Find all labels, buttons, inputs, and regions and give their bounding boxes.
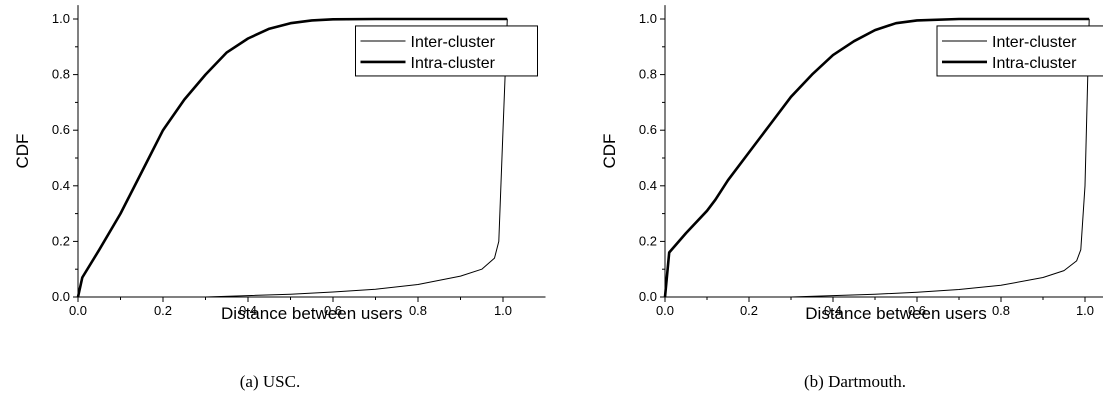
chart-b-y-tick-label: 0.2 xyxy=(639,233,657,248)
chart-a-y-tick-label: 0.4 xyxy=(52,178,70,193)
chart-a-y-axis-title: CDF xyxy=(13,134,32,169)
chart-b-y-tick-label: 1.0 xyxy=(639,11,657,26)
chart-a-x-tick-label: 0.8 xyxy=(409,303,427,318)
chart-a-legend xyxy=(355,25,538,77)
chart-a: 0.0 0.2 0.4 0.6 0.8 1.0 0.0 0.2 0.4 0.6 0.8 1.0 Dist… xyxy=(13,5,546,391)
chart-a-x-tick-label: 0.4 xyxy=(239,303,257,318)
chart-b-x-tick-label: 0.8 xyxy=(992,303,1010,318)
chart-b-y-tick-label: 0.0 xyxy=(639,289,657,304)
chart-b-caption: (b) Dartmouth. xyxy=(804,372,906,391)
chart-a-y-tick-label: 0.8 xyxy=(52,67,70,82)
chart-a-x-axis-title: Distance between users xyxy=(221,304,402,323)
chart-b-x-tick-label: 0.6 xyxy=(908,303,926,318)
chart-a-y-tick-label: 0.6 xyxy=(52,122,70,137)
chart-b-y-tick-label: 0.8 xyxy=(639,67,657,82)
chart-a-x-tick-label: 0.2 xyxy=(154,303,172,318)
chart-b: 0.0 0.2 0.4 0.6 0.8 1.0 0.0 0.2 0.4 0.6 0.8 1.0 Dist… xyxy=(600,5,1103,391)
chart-a-legend-label: Intra-cluster xyxy=(411,55,496,72)
chart-a-x-tick-label: 0.0 xyxy=(69,303,87,318)
chart-a-x-tick-label: 1.0 xyxy=(494,303,512,318)
chart-b-y-tick-label: 0.6 xyxy=(639,122,657,137)
chart-b-y-axis-title: CDF xyxy=(600,134,619,169)
chart-a-caption: (a) USC. xyxy=(240,372,300,391)
chart-b-x-tick-label: 0.4 xyxy=(824,303,842,318)
chart-b-legend xyxy=(936,25,1103,77)
chart-b-y-tick-label: 0.4 xyxy=(639,178,657,193)
chart-a-y-tick-label: 1.0 xyxy=(52,11,70,26)
chart-a-y-tick-label: 0.2 xyxy=(52,233,70,248)
chart-a-legend-label: Inter-cluster xyxy=(411,34,496,51)
chart-a-series-intra-line xyxy=(76,17,508,298)
chart-b-legend-label: Intra-cluster xyxy=(992,55,1077,72)
chart-b-series-intra-line xyxy=(663,17,1090,298)
chart-a-series-inter-line xyxy=(78,18,508,298)
chart-b-x-tick-label: 0.0 xyxy=(656,303,674,318)
chart-b-series-inter-line xyxy=(665,18,1090,298)
chart-b-legend-label: Inter-cluster xyxy=(992,34,1077,51)
chart-b-x-tick-label: 0.2 xyxy=(740,303,758,318)
chart-a-y-tick-label: 0.0 xyxy=(52,289,70,304)
chart-b-x-axis-title: Distance between users xyxy=(805,304,986,323)
chart-a-x-tick-label: 0.6 xyxy=(324,303,342,318)
chart-b-x-tick-label: 1.0 xyxy=(1076,303,1094,318)
